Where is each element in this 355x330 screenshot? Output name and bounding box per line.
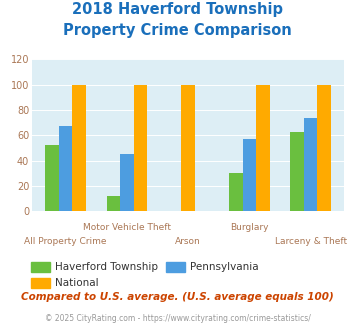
- Text: All Property Crime: All Property Crime: [24, 237, 107, 246]
- Bar: [72, 85, 86, 211]
- Legend: Haverford Township, National, Pennsylvania: Haverford Township, National, Pennsylvan…: [31, 262, 259, 288]
- Bar: [59, 126, 72, 211]
- Bar: [45, 146, 59, 211]
- Text: Larceny & Theft: Larceny & Theft: [275, 237, 347, 246]
- Bar: [229, 173, 243, 211]
- Bar: [290, 131, 304, 211]
- Bar: [256, 85, 269, 211]
- Text: Motor Vehicle Theft: Motor Vehicle Theft: [83, 223, 171, 232]
- Bar: [317, 85, 331, 211]
- Text: © 2025 CityRating.com - https://www.cityrating.com/crime-statistics/: © 2025 CityRating.com - https://www.city…: [45, 314, 310, 323]
- Text: Burglary: Burglary: [230, 223, 269, 232]
- Text: Property Crime Comparison: Property Crime Comparison: [63, 23, 292, 38]
- Text: 2018 Haverford Township: 2018 Haverford Township: [72, 2, 283, 16]
- Bar: [181, 85, 195, 211]
- Text: Compared to U.S. average. (U.S. average equals 100): Compared to U.S. average. (U.S. average …: [21, 292, 334, 302]
- Bar: [304, 117, 317, 211]
- Bar: [243, 139, 256, 211]
- Bar: [133, 85, 147, 211]
- Bar: [120, 154, 133, 211]
- Text: Arson: Arson: [175, 237, 201, 246]
- Bar: [107, 196, 120, 211]
